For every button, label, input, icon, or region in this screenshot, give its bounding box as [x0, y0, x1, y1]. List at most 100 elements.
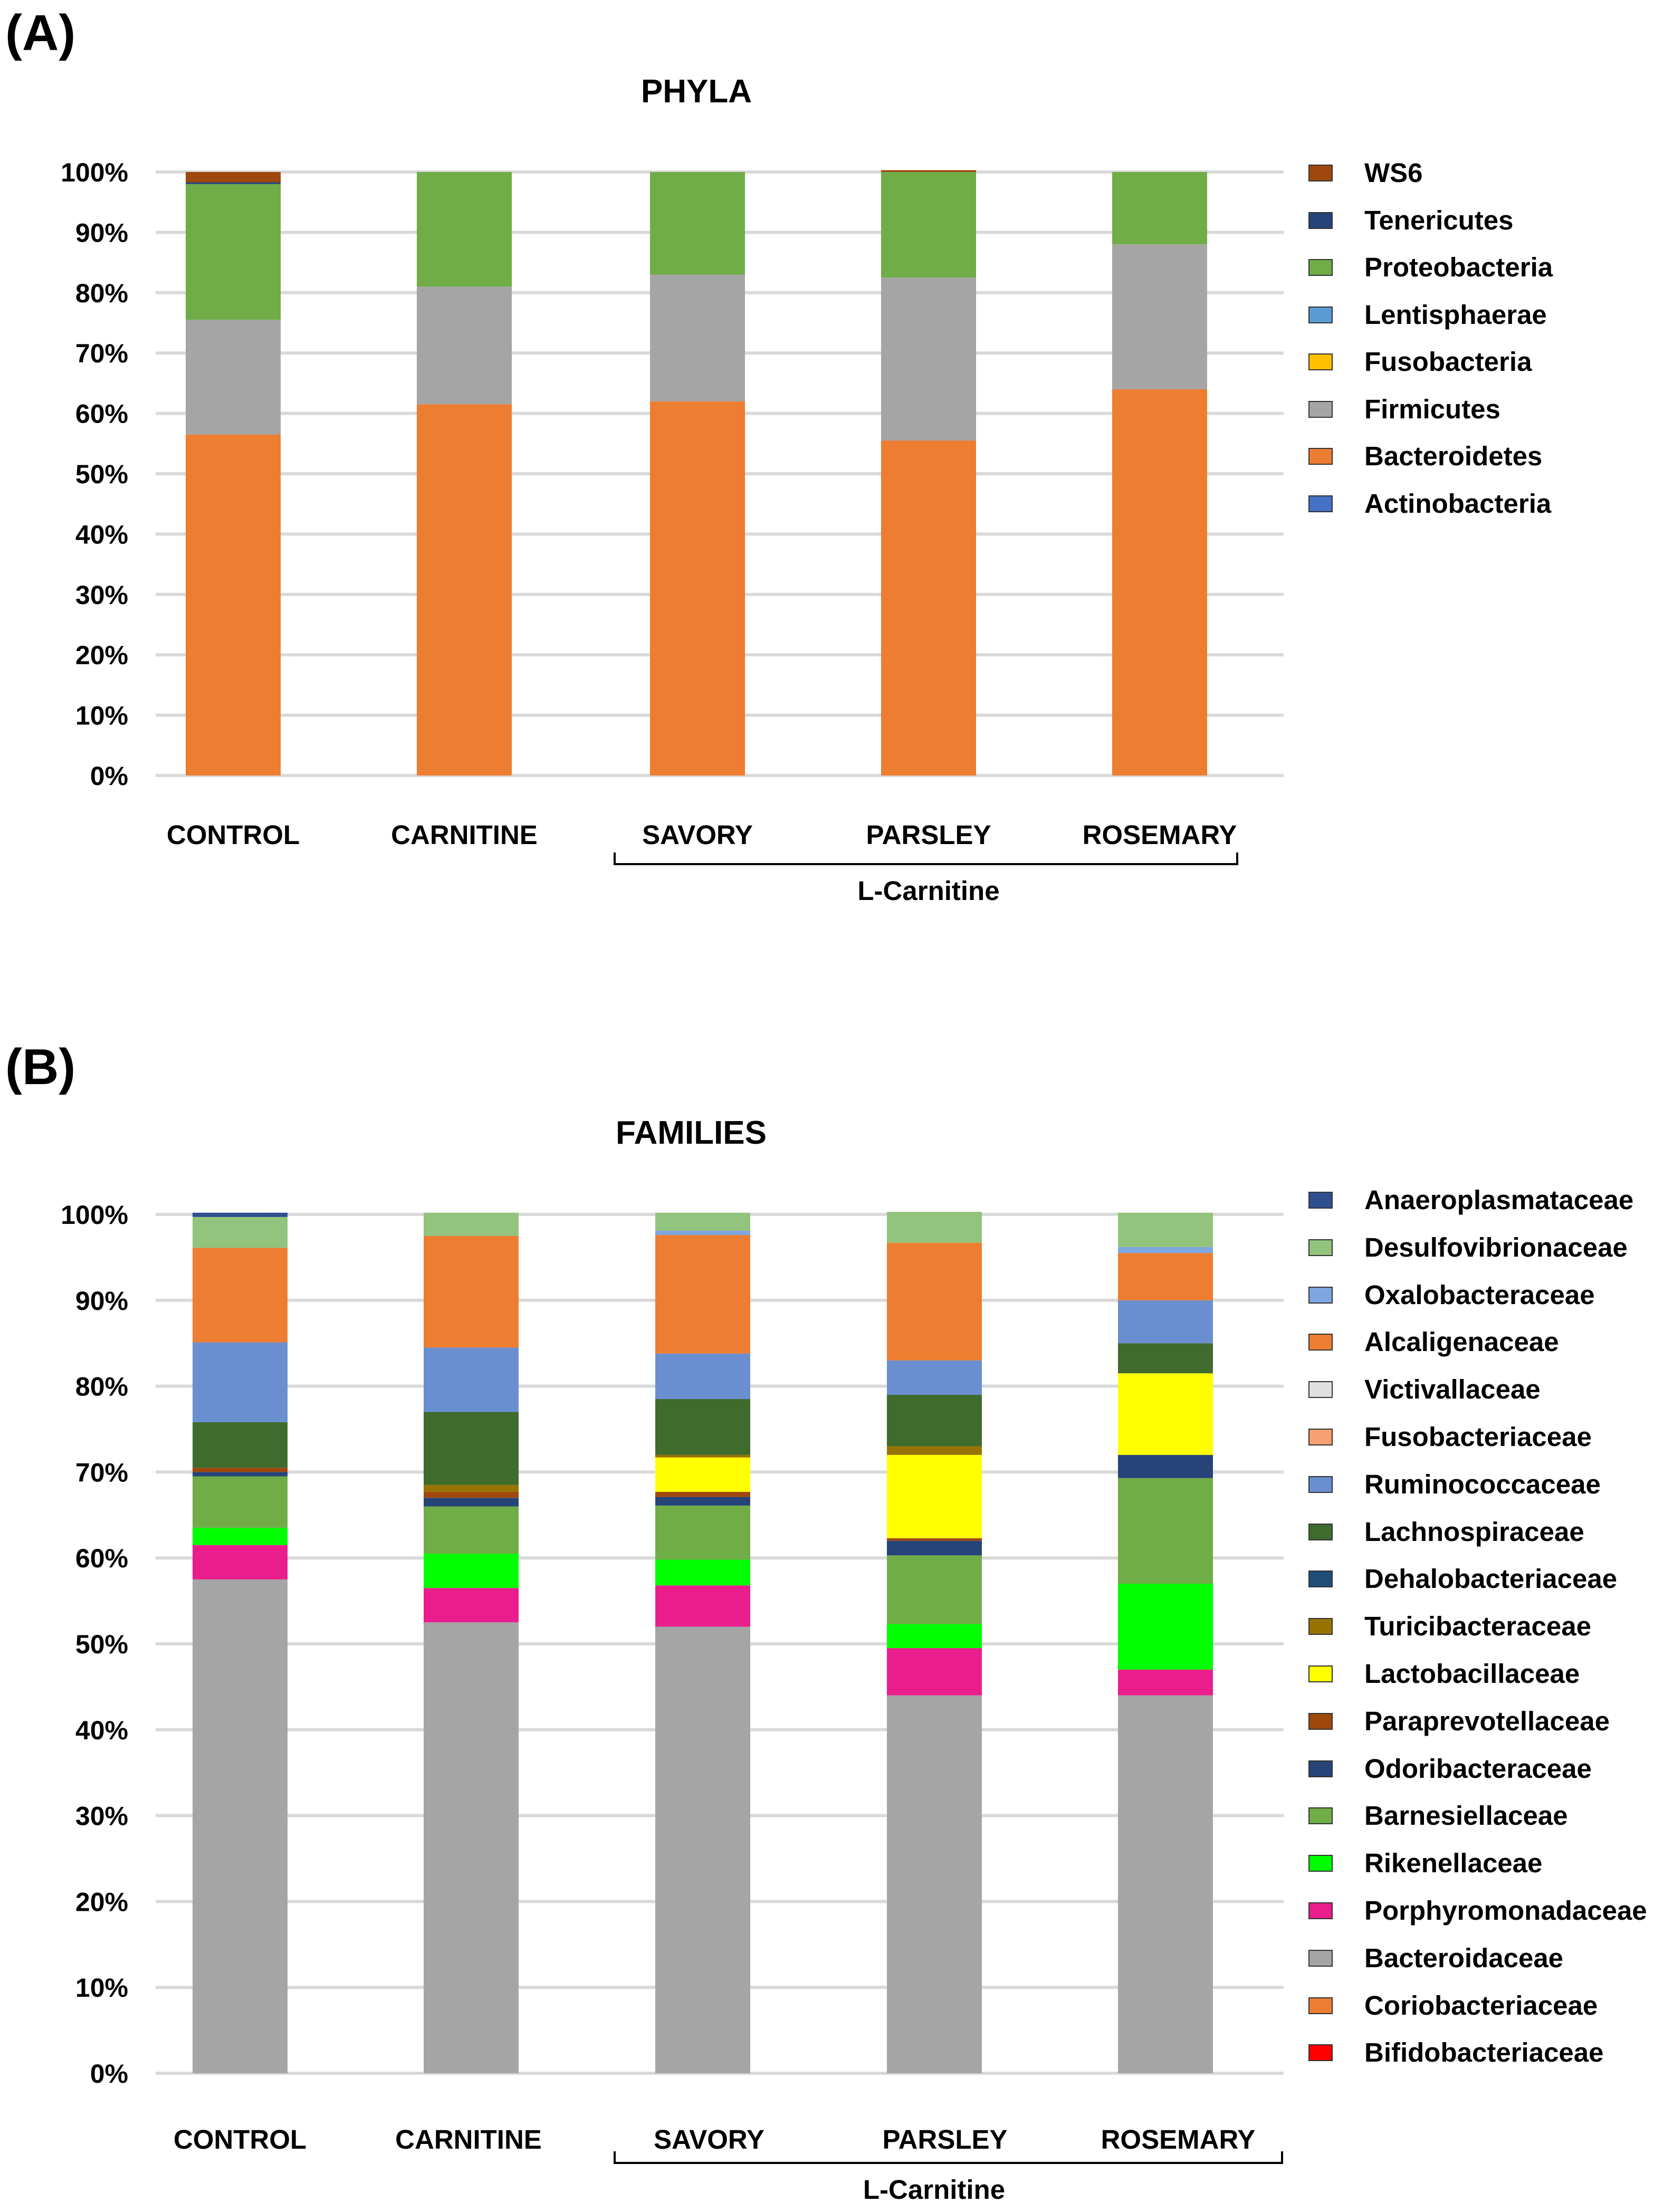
legend-swatch	[1308, 1334, 1333, 1351]
y-tick-label: 60%	[75, 1544, 128, 1573]
bar-segment-parsley-proteobacteria	[881, 172, 976, 278]
legend-swatch	[1308, 400, 1333, 418]
legend-swatch	[1308, 165, 1333, 181]
bar-segment-control-paraprevotellaceae	[193, 1468, 288, 1472]
bar-segment-control-odoribacteraceae	[193, 1472, 288, 1477]
group-bracket	[614, 2151, 1283, 2164]
legend-label: Paraprevotellaceae	[1364, 1706, 1610, 1736]
legend-swatch	[1308, 1286, 1333, 1304]
bar-segment-carnitine-bacteroidetes	[417, 404, 512, 775]
legend-label: Dehalobacteriaceae	[1364, 1564, 1618, 1594]
bar-segment-control-bacteroidetes	[186, 434, 281, 775]
bar-segment-savory-oxalobacteraceae	[655, 1230, 750, 1236]
families-chart: 0% 10% 20% 30% 40% 50% 60% 70% 80% 90% 100% CONTROL…	[61, 1200, 1284, 2205]
panel-a-label: (A)	[5, 5, 76, 61]
bar-segment-rosemary-alcaligenaceae	[1118, 1253, 1213, 1300]
y-tick-label: 30%	[75, 1802, 128, 1831]
bar-segment-rosemary-bacteroidaceae	[1118, 1695, 1213, 2073]
y-tick-label: 30%	[75, 580, 128, 610]
panel-b-label: (B)	[5, 1039, 76, 1095]
bar-segment-carnitine-desulfovibrionaceae	[424, 1212, 519, 1236]
legend-swatch	[1308, 1192, 1333, 1209]
legend-label: Actinobacteria	[1364, 488, 1552, 519]
legend-swatch	[1308, 353, 1333, 370]
legend-label: Bacteroidetes	[1364, 441, 1543, 471]
bar-segment-control-porphyromonadaceae	[193, 1545, 288, 1579]
bar-segment-control-desulfovibrionaceae	[193, 1217, 288, 1248]
y-tick-label: 70%	[75, 1458, 128, 1487]
panel-b: (B) FAMILIES 0% 10% 20% 30% 40% 50% 60% 70% 80% 9…	[0, 1034, 1673, 2212]
legend-swatch	[1308, 306, 1333, 323]
bar-segment-parsley-ruminococcaceae	[887, 1360, 982, 1395]
bar-segment-control-ruminococcaceae	[193, 1342, 288, 1422]
bar-segment-carnitine-firmicutes	[417, 286, 512, 405]
x-category-label-rosemary: ROSEMARY	[1101, 2124, 1256, 2154]
y-tick-label: 80%	[75, 279, 128, 308]
legend-swatch	[1308, 212, 1333, 229]
bar-segment-savory-bacteroidaceae	[655, 1626, 750, 2073]
bar-segment-savory-proteobacteria	[650, 172, 745, 275]
legend-label: WS6	[1364, 158, 1423, 188]
y-tick-label: 90%	[75, 218, 128, 247]
y-tick-label: 80%	[75, 1372, 128, 1402]
legend-swatch	[1308, 1712, 1333, 1730]
bar-segment-rosemary-bacteroidetes	[1112, 389, 1207, 775]
y-tick-label: 50%	[75, 459, 128, 489]
legend-label: Porphyromonadaceae	[1364, 1895, 1647, 1926]
legend-swatch	[1308, 2044, 1333, 2062]
bar-segment-parsley-alcaligenaceae	[887, 1242, 982, 1361]
bar-segment-carnitine-proteobacteria	[417, 172, 512, 287]
legend-label: Desulfovibrionaceae	[1364, 1232, 1628, 1262]
bar-segment-control-anaeroplasmataceae	[193, 1212, 288, 1217]
bar-segment-savory-firmicutes	[650, 274, 745, 401]
bar-segment-rosemary-porphyromonadaceae	[1118, 1669, 1213, 1696]
panel-a: (A) PHYLA 0% 10% 20% 30% 40% 50% 60% 70% 80% 90% 1…	[0, 0, 1673, 1002]
bar-segment-parsley-turicibacteraceae	[887, 1446, 982, 1455]
x-category-label-parsley: PARSLEY	[882, 2124, 1007, 2154]
bar-segment-control-barnesiellaceae	[193, 1476, 288, 1528]
bar-segment-parsley-bacteroidetes	[881, 441, 976, 775]
bar-segment-control-bacteroidaceae	[193, 1579, 288, 2073]
panel-a-title: PHYLA	[640, 73, 752, 110]
bar-segment-parsley-firmicutes	[881, 277, 976, 441]
bar-segment-savory-odoribacteraceae	[655, 1497, 750, 1506]
legend-swatch	[1308, 1807, 1333, 1825]
y-tick-label: 90%	[75, 1286, 128, 1316]
bar-segment-parsley-lactobacillaceae	[887, 1454, 982, 1538]
bar-segment-carnitine-bacteroidaceae	[424, 1622, 519, 2073]
x-category-label-savory: SAVORY	[654, 2124, 764, 2154]
legend-swatch	[1308, 1476, 1333, 1493]
legend-label: Lentisphaerae	[1364, 299, 1547, 330]
bar-segment-rosemary-odoribacteraceae	[1118, 1454, 1213, 1478]
legend-swatch	[1308, 1949, 1333, 1967]
legend-label: Bifidobacteriaceae	[1364, 2037, 1604, 2068]
legend-swatch	[1308, 1429, 1333, 1445]
x-category-label-control: CONTROL	[174, 2124, 307, 2154]
legend-swatch	[1308, 448, 1333, 465]
y-tick-label: 0%	[90, 2059, 128, 2089]
legend-label: Alcaligenaceae	[1364, 1327, 1559, 1357]
legend-label: Coriobacteriaceae	[1364, 1990, 1598, 2021]
bar-segment-savory-rikenellaceae	[655, 1559, 750, 1586]
bar-segment-savory-barnesiellaceae	[655, 1505, 750, 1560]
bar-segment-control-proteobacteria	[186, 184, 281, 320]
bar-segment-carnitine-lachnospiraceae	[424, 1412, 519, 1485]
bar-segment-rosemary-firmicutes	[1112, 244, 1207, 389]
bar-segment-savory-alcaligenaceae	[655, 1235, 750, 1354]
legend-label: Proteobacteria	[1364, 252, 1553, 282]
panel-b-title: FAMILIES	[616, 1115, 767, 1151]
legend-label: Fusobacteria	[1364, 347, 1532, 377]
bar-segment-carnitine-alcaligenaceae	[424, 1236, 519, 1348]
legend-label: Rikenellaceae	[1364, 1848, 1543, 1879]
bar-segment-carnitine-ruminococcaceae	[424, 1347, 519, 1412]
legend-label: Lactobacillaceae	[1364, 1659, 1580, 1689]
bar-segment-parsley-porphyromonadaceae	[887, 1648, 982, 1696]
bar-segment-parsley-desulfovibrionaceae	[887, 1212, 982, 1243]
legend-label: Turicibacteraceae	[1364, 1611, 1591, 1642]
bar-segment-rosemary-ruminococcaceae	[1118, 1300, 1213, 1344]
legend-swatch	[1308, 1665, 1333, 1682]
bar-segment-savory-ruminococcaceae	[655, 1353, 750, 1400]
bar-segment-control-alcaligenaceae	[193, 1248, 288, 1343]
legend-swatch	[1308, 1760, 1333, 1777]
bar-segment-savory-bacteroidetes	[650, 401, 745, 775]
